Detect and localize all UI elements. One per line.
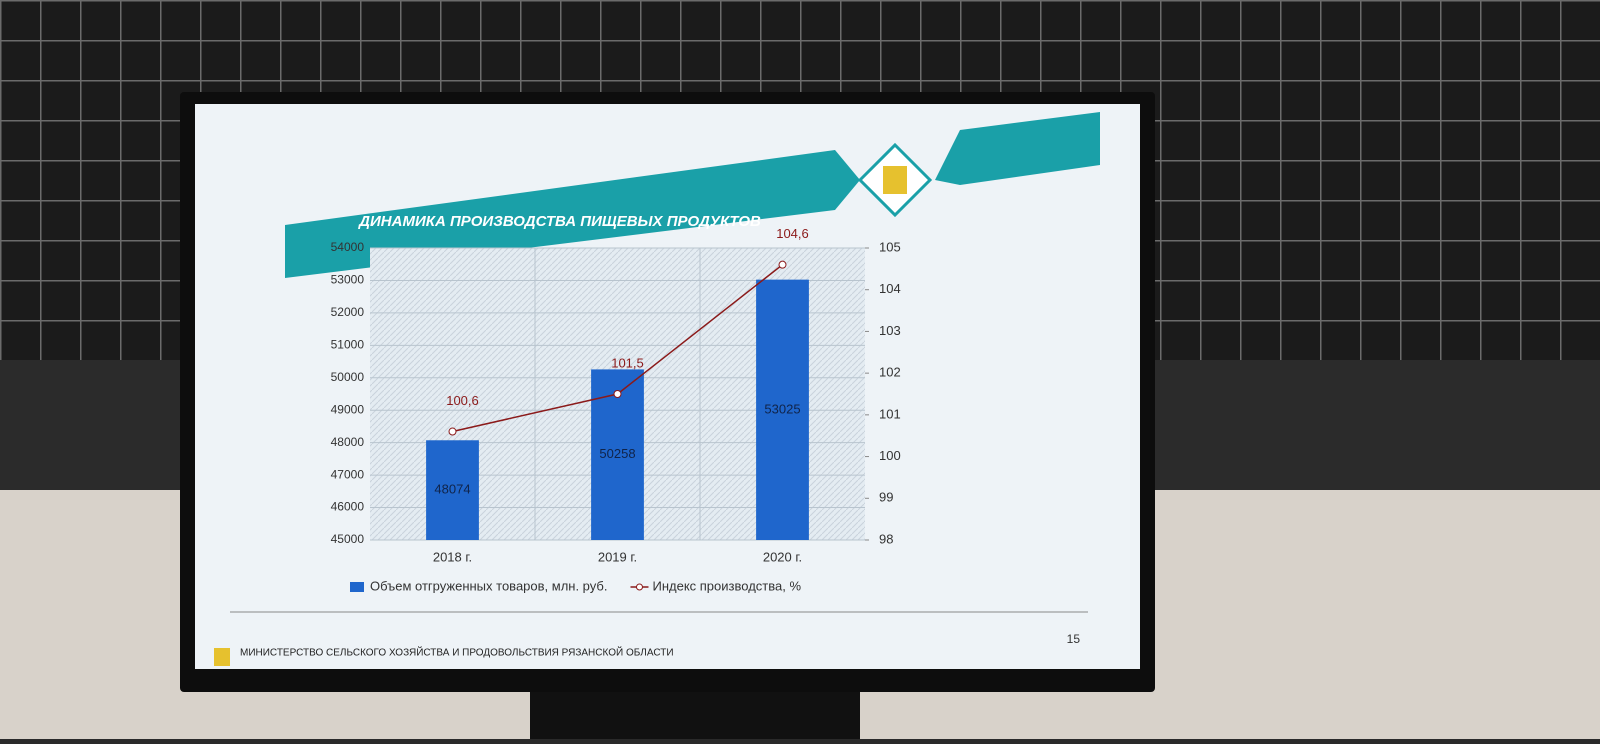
y2-tick-label: 99 xyxy=(879,490,893,505)
bar-value-label: 53025 xyxy=(764,401,800,416)
y-tick-label: 46000 xyxy=(331,500,365,514)
chart-title: ДИНАМИКА ПРОИЗВОДСТВА ПИЩЕВЫХ ПРОДУКТОВ xyxy=(357,213,761,230)
y2-tick-label: 101 xyxy=(879,406,901,421)
y-tick-label: 50000 xyxy=(331,370,365,384)
legend-swatch xyxy=(350,582,364,592)
title-band xyxy=(285,150,860,278)
y-tick-label: 52000 xyxy=(331,305,365,319)
legend-marker xyxy=(635,583,643,591)
line-value-label: 101,5 xyxy=(611,355,644,370)
y-tick-label: 47000 xyxy=(331,467,365,481)
page-number: 15 xyxy=(1067,632,1081,646)
y-tick-label: 53000 xyxy=(331,273,365,287)
line-marker xyxy=(448,427,457,436)
y2-tick-label: 98 xyxy=(879,531,893,546)
y2-tick-label: 105 xyxy=(879,239,901,254)
footer-text: МИНИСТЕРСТВО СЕЛЬСКОГО ХОЗЯЙСТВА И ПРОДО… xyxy=(240,646,674,659)
line-value-label: 100,6 xyxy=(446,393,479,408)
y-tick-label: 45000 xyxy=(331,532,365,546)
y2-tick-label: 103 xyxy=(879,323,901,338)
y2-tick-label: 102 xyxy=(879,365,901,380)
line-value-label: 104,6 xyxy=(776,226,809,241)
y-tick-label: 51000 xyxy=(331,338,365,352)
bar xyxy=(426,440,479,540)
emblem xyxy=(883,166,907,194)
bar xyxy=(756,279,809,540)
legend-label: Индекс производства, % xyxy=(652,578,801,593)
bar-value-label: 50258 xyxy=(599,446,635,461)
footer-emblem xyxy=(214,648,230,666)
legend-label: Объем отгруженных товаров, млн. руб. xyxy=(370,578,607,593)
y2-tick-label: 104 xyxy=(879,281,901,296)
y-tick-label: 48000 xyxy=(331,435,365,449)
x-tick-label: 2018 г. xyxy=(433,549,472,564)
y-tick-label: 54000 xyxy=(331,240,365,254)
header-band-right xyxy=(935,112,1100,185)
line-marker xyxy=(778,260,787,269)
y2-tick-label: 100 xyxy=(879,448,901,463)
x-tick-label: 2019 г. xyxy=(598,549,637,564)
line-marker xyxy=(613,390,622,398)
y-tick-label: 49000 xyxy=(331,402,365,416)
x-tick-label: 2020 г. xyxy=(763,549,802,564)
bar-value-label: 48074 xyxy=(434,482,470,497)
